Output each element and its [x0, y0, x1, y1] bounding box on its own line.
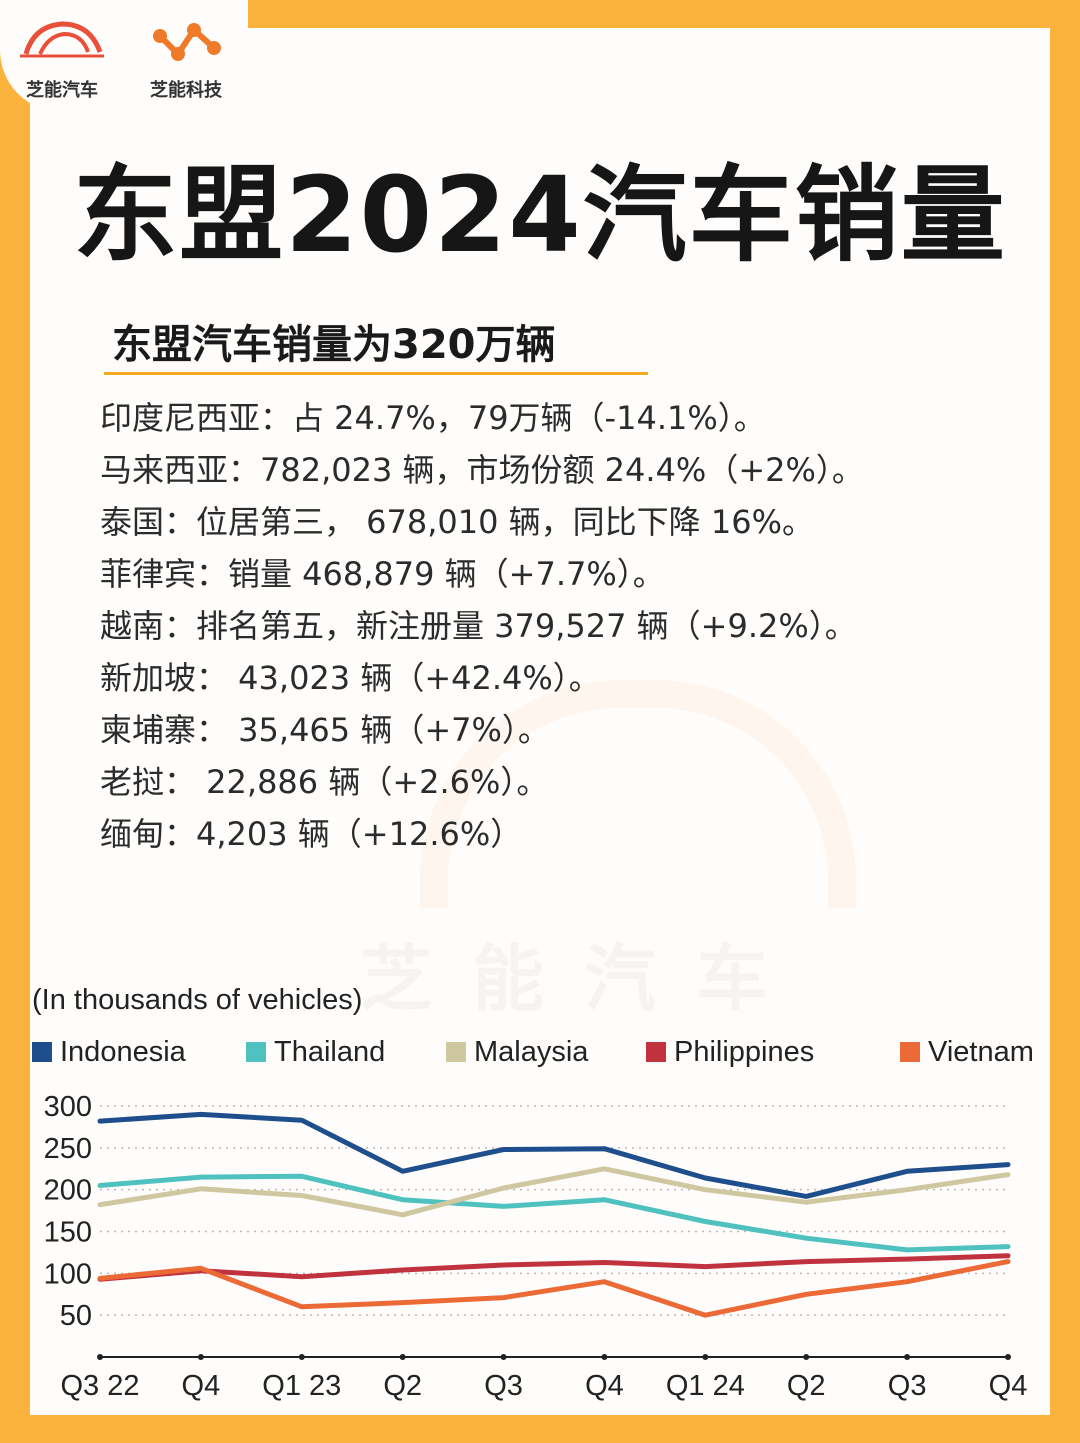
fact-malaysia: 马来西亚：782,023 辆，市场份额 24.4%（+2%）。	[100, 451, 864, 489]
facts-list: 印度尼西亚：占 24.7%，79万辆（-14.1%）。 马来西亚：782,023…	[100, 392, 864, 860]
fact-laos: 老挝： 22,886 辆（+2.6%）。	[100, 763, 549, 801]
sales-line-chart: Indonesia Thailand Malaysia Philippines Viet…	[32, 1036, 1034, 1402]
fact-cambodia: 柬埔寨： 35,465 辆（+7%）。	[100, 711, 550, 749]
fact-philippines: 菲律宾：销量 468,879 辆（+7.7%）。	[100, 555, 665, 593]
logo-right-label: 芝能科技	[150, 80, 222, 101]
y-tick-label: 100	[44, 1258, 92, 1290]
x-tick-label: Q2	[383, 1370, 422, 1402]
series-line-thailand	[97, 1173, 1011, 1253]
y-tick-label: 50	[60, 1300, 92, 1332]
x-tick-label: Q4	[182, 1370, 221, 1402]
legend-swatch-vietnam	[900, 1042, 920, 1062]
x-tick-label: Q4	[585, 1370, 624, 1402]
legend-label-malaysia: Malaysia	[474, 1036, 589, 1068]
series-line-malaysia	[97, 1166, 1011, 1218]
legend-label-philippines: Philippines	[674, 1036, 814, 1068]
fact-myanmar: 缅甸：4,203 辆（+12.6%）	[100, 815, 523, 853]
series-line-philippines	[97, 1253, 1011, 1282]
legend-swatch-indonesia	[32, 1042, 52, 1062]
x-tick-mark	[399, 1354, 406, 1360]
logo-left-label: 芝能汽车	[26, 80, 98, 101]
legend-swatch-thailand	[246, 1042, 266, 1062]
car-logo-icon	[20, 21, 104, 58]
legend-label-vietnam: Vietnam	[928, 1036, 1034, 1068]
molecule-logo-icon	[153, 23, 221, 61]
legend-label-thailand: Thailand	[274, 1036, 385, 1068]
logo-zhineng-auto: 芝能汽车	[0, 0, 124, 112]
x-tick-label: Q3	[484, 1370, 523, 1402]
x-tick-label: Q4	[989, 1370, 1028, 1402]
legend-label-indonesia: Indonesia	[60, 1036, 187, 1068]
fact-indonesia: 印度尼西亚：占 24.7%，79万辆（-14.1%）。	[100, 399, 766, 437]
fact-vietnam: 越南：排名第五，新注册量 379,527 辆（+9.2%）。	[100, 607, 857, 645]
page-title: 东盟2024汽车销量	[73, 154, 1007, 276]
x-tick-label: Q3	[888, 1370, 927, 1402]
y-tick-label: 200	[44, 1175, 92, 1207]
fact-singapore: 新加坡： 43,023 辆（+42.4%）。	[100, 659, 601, 697]
series-line-indonesia	[97, 1111, 1011, 1199]
x-tick-label: Q1 23	[262, 1370, 341, 1402]
x-tick-mark	[197, 1354, 204, 1360]
x-tick-mark	[904, 1354, 911, 1360]
x-tick-label: Q3 22	[61, 1370, 140, 1402]
x-tick-label: Q1 24	[666, 1370, 745, 1402]
x-tick-mark	[702, 1354, 709, 1360]
fact-thailand: 泰国：位居第三， 678,010 辆，同比下降 16%。	[100, 503, 814, 541]
logo-zhineng-tech: 芝能科技	[124, 0, 248, 112]
y-tick-label: 300	[44, 1091, 92, 1123]
y-tick-label: 150	[44, 1217, 92, 1249]
legend-swatch-philippines	[646, 1042, 666, 1062]
legend-swatch-malaysia	[446, 1042, 466, 1062]
x-tick-label: Q2	[787, 1370, 826, 1402]
x-tick-mark	[500, 1354, 507, 1360]
chart-unit-note: (In thousands of vehicles)	[32, 984, 363, 1016]
x-tick-mark	[601, 1354, 608, 1360]
series-line-vietnam	[97, 1259, 1011, 1318]
x-tick-mark	[1005, 1354, 1011, 1360]
section-subtitle: 东盟汽车销量为320万辆	[112, 322, 556, 368]
y-tick-label: 250	[44, 1133, 92, 1165]
x-tick-mark	[97, 1354, 103, 1360]
watermark: 芝能汽车	[360, 920, 808, 1025]
subtitle-underline	[104, 372, 648, 375]
x-tick-mark	[298, 1354, 305, 1360]
x-tick-mark	[803, 1354, 810, 1360]
